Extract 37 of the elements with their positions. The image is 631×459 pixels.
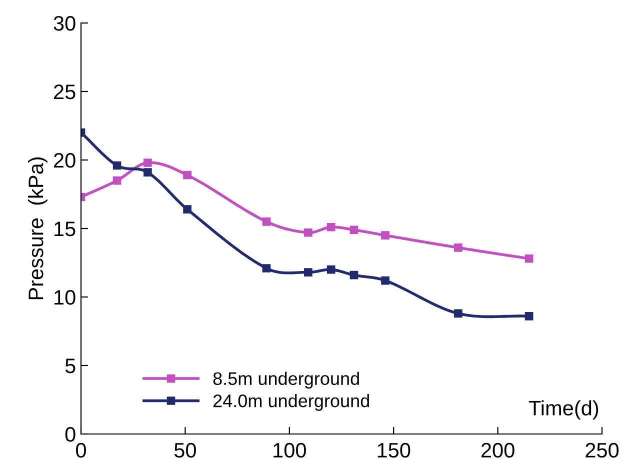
x-tick-label: 200 [481, 442, 514, 458]
x-axis-title: Time(d) [528, 400, 598, 420]
x-tick-label: 100 [274, 442, 306, 458]
y-tick-label: 25 [54, 84, 76, 100]
point [326, 222, 336, 232]
x-tick-label: 150 [378, 442, 410, 458]
point [183, 205, 192, 214]
point [350, 226, 358, 234]
point [112, 176, 122, 185]
point [304, 228, 312, 237]
y-tick-label: 20 [54, 153, 76, 168]
y-tick-label: 30 [54, 16, 76, 31]
point [262, 217, 271, 226]
point [262, 264, 271, 272]
point [454, 244, 462, 252]
point [112, 161, 122, 170]
point [144, 158, 152, 167]
point [524, 254, 534, 263]
point [524, 312, 534, 320]
point [304, 268, 312, 277]
point [381, 231, 390, 240]
point [454, 309, 462, 318]
point [144, 168, 152, 176]
y-axis-title: Pressure (kPa) [28, 157, 48, 300]
point [183, 170, 192, 180]
x-tick-label: 50 [174, 442, 196, 458]
point [381, 276, 390, 285]
point [326, 265, 336, 274]
y-tick-label: 0 [65, 427, 76, 442]
y-tick-label: 5 [65, 358, 76, 374]
x-tick-label: 0 [76, 442, 86, 458]
y-tick-label: 15 [54, 222, 76, 236]
y-tick-label: 10 [54, 290, 76, 305]
legend-label: 24.0m underground [213, 394, 369, 411]
legend-label: 8.5m underground [213, 372, 359, 389]
x-tick-label: 250 [586, 442, 619, 458]
point [350, 270, 358, 280]
